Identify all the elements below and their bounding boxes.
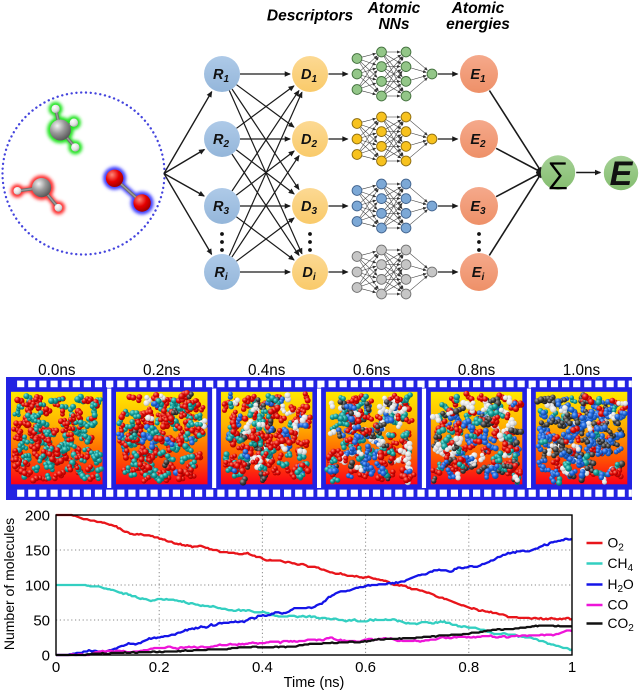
svg-text:0.0ns: 0.0ns xyxy=(38,362,76,379)
svg-text:1.0ns: 1.0ns xyxy=(563,362,601,379)
svg-text:Number of molecules: Number of molecules xyxy=(1,518,17,650)
svg-text:Time (ns): Time (ns) xyxy=(284,675,345,691)
svg-text:100: 100 xyxy=(25,577,50,594)
svg-text:Atomic: Atomic xyxy=(367,0,421,17)
svg-text:0.6ns: 0.6ns xyxy=(353,362,391,379)
svg-text:NNs: NNs xyxy=(378,16,409,33)
svg-text:O2: O2 xyxy=(608,536,625,554)
svg-text:E: E xyxy=(610,155,634,193)
svg-text:Descriptors: Descriptors xyxy=(267,8,354,25)
svg-text:energies: energies xyxy=(446,16,510,33)
svg-text:Di: Di xyxy=(302,265,315,283)
svg-text:CO2: CO2 xyxy=(608,616,635,634)
svg-text:0.4ns: 0.4ns xyxy=(248,362,286,379)
svg-text:0.2: 0.2 xyxy=(149,659,170,676)
svg-text:0.8: 0.8 xyxy=(458,659,479,676)
svg-text:1: 1 xyxy=(568,659,576,676)
svg-text:0: 0 xyxy=(42,647,50,664)
svg-text:50: 50 xyxy=(33,612,50,629)
svg-text:CH4: CH4 xyxy=(608,556,634,574)
svg-text:0.4: 0.4 xyxy=(252,659,273,676)
svg-text:∑: ∑ xyxy=(547,157,568,190)
svg-text:Ei: Ei xyxy=(472,265,485,283)
svg-text:0.6: 0.6 xyxy=(355,659,376,676)
svg-text:Ri: Ri xyxy=(214,265,227,283)
svg-text:0.8ns: 0.8ns xyxy=(458,362,496,379)
svg-text:CO: CO xyxy=(608,598,629,613)
svg-text:150: 150 xyxy=(25,542,50,559)
svg-text:0.2ns: 0.2ns xyxy=(143,362,181,379)
svg-text:200: 200 xyxy=(25,507,50,524)
svg-text:Atomic: Atomic xyxy=(451,0,505,17)
svg-text:H2O: H2O xyxy=(608,577,635,595)
svg-text:0: 0 xyxy=(52,659,60,676)
